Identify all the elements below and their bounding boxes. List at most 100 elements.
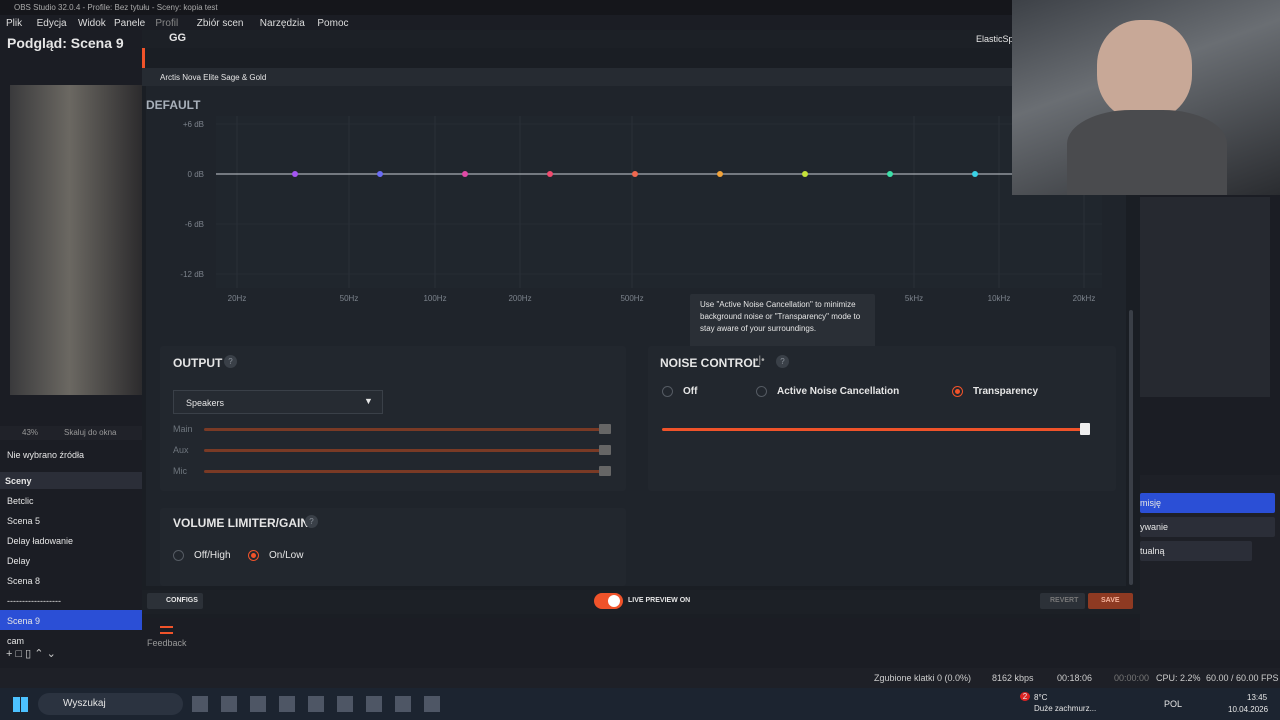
- radio-button[interactable]: [248, 550, 259, 561]
- start-button[interactable]: [13, 697, 28, 712]
- scene-item[interactable]: Delay ładowanie: [0, 530, 142, 550]
- eq-band-point[interactable]: [887, 171, 893, 177]
- rec-time: 00:00:00: [1114, 673, 1150, 683]
- radio-button[interactable]: [173, 550, 184, 561]
- db-label: +6 dB: [183, 120, 204, 129]
- side-button[interactable]: tualną: [1140, 541, 1252, 561]
- dropdown-arrow: ▼: [364, 396, 373, 406]
- temperature: 8°C: [1034, 693, 1048, 702]
- feedback-label[interactable]: Feedback: [147, 638, 187, 648]
- zoom-fit[interactable]: Skaluj do okna: [64, 428, 117, 437]
- freq-label: 5kHz: [905, 294, 923, 303]
- menu-item[interactable]: Narzędzia: [259, 18, 305, 29]
- radio-label[interactable]: Active Noise Cancellation: [777, 386, 900, 397]
- tooltip: Use "Active Noise Cancellation" to minim…: [690, 294, 875, 350]
- eq-band-point[interactable]: [802, 171, 808, 177]
- noise-slider-handle[interactable]: [1080, 423, 1090, 435]
- help-icon[interactable]: ?: [305, 515, 318, 528]
- scene-item[interactable]: Scena 9: [0, 610, 142, 630]
- menu-item[interactable]: Panele: [114, 18, 146, 29]
- eq-band-point[interactable]: [632, 171, 638, 177]
- feedback-icon[interactable]: [160, 626, 173, 634]
- scene-item[interactable]: ------------------: [0, 590, 142, 610]
- status-bar: Zgubione klatki 0 (0.0%) 8162 kbps 00:18…: [0, 668, 1280, 688]
- scenes-title: Sceny: [5, 476, 32, 486]
- radio-label[interactable]: Off/High: [194, 550, 231, 561]
- scene-item[interactable]: Scena 5: [0, 510, 142, 530]
- side-buttons: misję ywanie tualną: [1140, 493, 1280, 613]
- slider-label: Aux: [173, 445, 189, 455]
- menu-item[interactable]: Edycja: [36, 18, 67, 29]
- noise-icon: •|•: [755, 355, 765, 366]
- no-source: Nie wybrano źródła: [7, 450, 85, 460]
- help-icon[interactable]: ?: [776, 355, 789, 368]
- side-button-label: tualną: [1140, 546, 1165, 556]
- radio-button[interactable]: [756, 386, 767, 397]
- radio-label[interactable]: On/Low: [269, 550, 304, 561]
- save-button[interactable]: SAVE: [1088, 593, 1133, 609]
- slider-handle[interactable]: [599, 445, 611, 455]
- scene-label: Scena 9: [7, 616, 41, 626]
- slider-track[interactable]: [204, 470, 609, 473]
- menu-item[interactable]: Widok: [78, 18, 106, 29]
- clock-time: 13:45: [1247, 693, 1268, 702]
- save-label: SAVE: [1101, 597, 1120, 604]
- eq-band-point[interactable]: [717, 171, 723, 177]
- radio-label[interactable]: Transparency: [973, 386, 1039, 397]
- help-icon[interactable]: ?: [224, 355, 237, 368]
- menu-item[interactable]: Profil: [155, 18, 179, 29]
- freq-label: 500Hz: [620, 294, 643, 303]
- side-button[interactable]: ywanie: [1140, 517, 1275, 537]
- freq-label: 50Hz: [340, 294, 359, 303]
- scene-item[interactable]: Betclic: [0, 490, 142, 510]
- side-button[interactable]: misję: [1140, 493, 1275, 513]
- eq-band-point[interactable]: [547, 171, 553, 177]
- scene-item[interactable]: cam: [0, 630, 142, 645]
- scene-label: Scena 5: [7, 516, 41, 526]
- dropdown[interactable]: Speakers ▼: [173, 390, 383, 414]
- slider-label: Main: [173, 424, 193, 434]
- gg-window: GG ElasticSp Arctis Nova Elite Sage & Go…: [142, 30, 1140, 618]
- configs-label: CONFIGS: [166, 597, 198, 604]
- clock-date: 10.04.2026: [1228, 705, 1269, 714]
- output-sliders: Main Aux Mic: [173, 424, 623, 488]
- scene-label: cam: [7, 636, 25, 645]
- radio-button[interactable]: [662, 386, 673, 397]
- app-icons[interactable]: [192, 696, 442, 712]
- scene-item[interactable]: Scena 8: [0, 570, 142, 590]
- slider-handle[interactable]: [599, 424, 611, 434]
- radio-button[interactable]: [952, 386, 963, 397]
- eq-band-point[interactable]: [377, 171, 383, 177]
- side-panel: misję ywanie tualną: [1140, 475, 1280, 640]
- radio-label[interactable]: Off: [683, 386, 698, 397]
- slider-handle[interactable]: [599, 466, 611, 476]
- eq-band-point[interactable]: [292, 171, 298, 177]
- weather: Duże zachmurz...: [1034, 704, 1097, 713]
- content: DEFAULT +6 dB 0 dB -6 dB -12 dB 20Hz 50Hz 100H…: [146, 86, 1126, 586]
- menu-item[interactable]: Plik: [6, 18, 23, 29]
- eq-band-point[interactable]: [972, 171, 978, 177]
- taskbar: Wyszukaj 2 8°C Duże zachmurz... POL 13:4…: [0, 688, 1280, 720]
- revert-button[interactable]: REVERT: [1040, 593, 1085, 609]
- bitrate: 8162 kbps: [992, 673, 1034, 683]
- side-preview: [1140, 197, 1270, 397]
- notification-badge: 2: [1020, 692, 1030, 701]
- scene-item[interactable]: Delay: [0, 550, 142, 570]
- preview-title: Podgląd: Scena 9: [7, 35, 124, 51]
- noise-slider-track[interactable]: [662, 428, 1087, 431]
- menu-item[interactable]: Pomoc: [317, 18, 349, 29]
- noise-title: NOISE CONTROL: [660, 356, 761, 370]
- output-title: OUTPUT: [173, 356, 223, 370]
- preview-toggle[interactable]: [594, 593, 623, 609]
- search-box[interactable]: Wyszukaj: [38, 693, 183, 715]
- person: [1097, 20, 1192, 120]
- icon[interactable]: + □ ▯ ⌃ ⌄: [6, 648, 56, 660]
- menu-item[interactable]: Zbiór scen: [196, 18, 244, 29]
- configs-button[interactable]: CONFIGS: [147, 593, 203, 609]
- slider-track[interactable]: [204, 428, 609, 431]
- scene-list: Betclic Scena 5 Delay ładowanie Delay Scena …: [0, 490, 142, 645]
- eq-band-point[interactable]: [462, 171, 468, 177]
- preview-camera: [10, 85, 142, 395]
- freq-label: 20kHz: [1073, 294, 1096, 303]
- slider-track[interactable]: [204, 449, 609, 452]
